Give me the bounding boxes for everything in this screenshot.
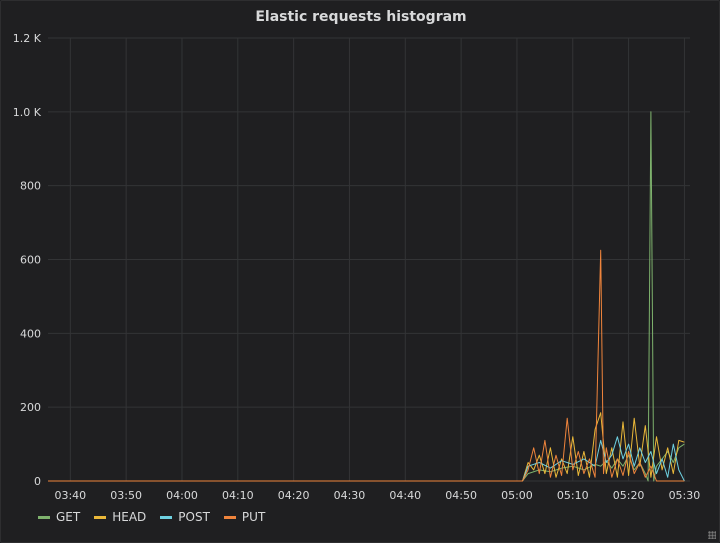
x-tick-label: 04:00 [166, 489, 198, 502]
x-tick-label: 03:50 [110, 489, 142, 502]
y-tick-label: 800 [20, 180, 41, 193]
y-tick-label: 0 [34, 475, 41, 488]
series-line-put [48, 249, 685, 482]
legend: GET HEAD POST PUT [38, 510, 265, 524]
legend-label: GET [56, 510, 81, 524]
x-tick-label: 04:50 [445, 489, 477, 502]
y-tick-label: 400 [20, 327, 41, 340]
series-line-head [48, 412, 685, 482]
x-tick-label: 03:40 [54, 489, 86, 502]
x-tick-label: 04:10 [222, 489, 254, 502]
x-tick-label: 05:30 [669, 489, 701, 502]
x-tick-label: 04:20 [278, 489, 310, 502]
legend-label: POST [178, 510, 210, 524]
series-line-post [48, 436, 685, 482]
resize-handle[interactable] [708, 531, 716, 539]
x-tick-label: 05:10 [557, 489, 589, 502]
x-tick-label: 04:30 [334, 489, 366, 502]
legend-item-put[interactable]: PUT [223, 510, 266, 524]
legend-item-post[interactable]: POST [160, 510, 210, 524]
legend-label: PUT [241, 510, 266, 524]
x-tick-label: 05:20 [613, 489, 645, 502]
legend-item-head[interactable]: HEAD [94, 510, 146, 524]
series-line-get [48, 111, 685, 482]
legend-swatch [223, 515, 236, 519]
legend-label: HEAD [112, 510, 147, 524]
panel-title[interactable]: Elastic requests histogram [255, 9, 467, 25]
legend-item-get[interactable]: GET [38, 510, 80, 524]
legend-swatch [38, 515, 50, 519]
x-tick-label: 04:40 [389, 489, 421, 502]
y-tick-label: 1.2 K [13, 32, 42, 45]
y-tick-label: 600 [20, 254, 41, 267]
legend-swatch [94, 515, 107, 519]
y-tick-label: 200 [20, 401, 41, 414]
x-tick-label: 05:00 [501, 489, 533, 502]
y-tick-label: 1.0 K [13, 106, 42, 119]
legend-swatch [160, 515, 173, 519]
